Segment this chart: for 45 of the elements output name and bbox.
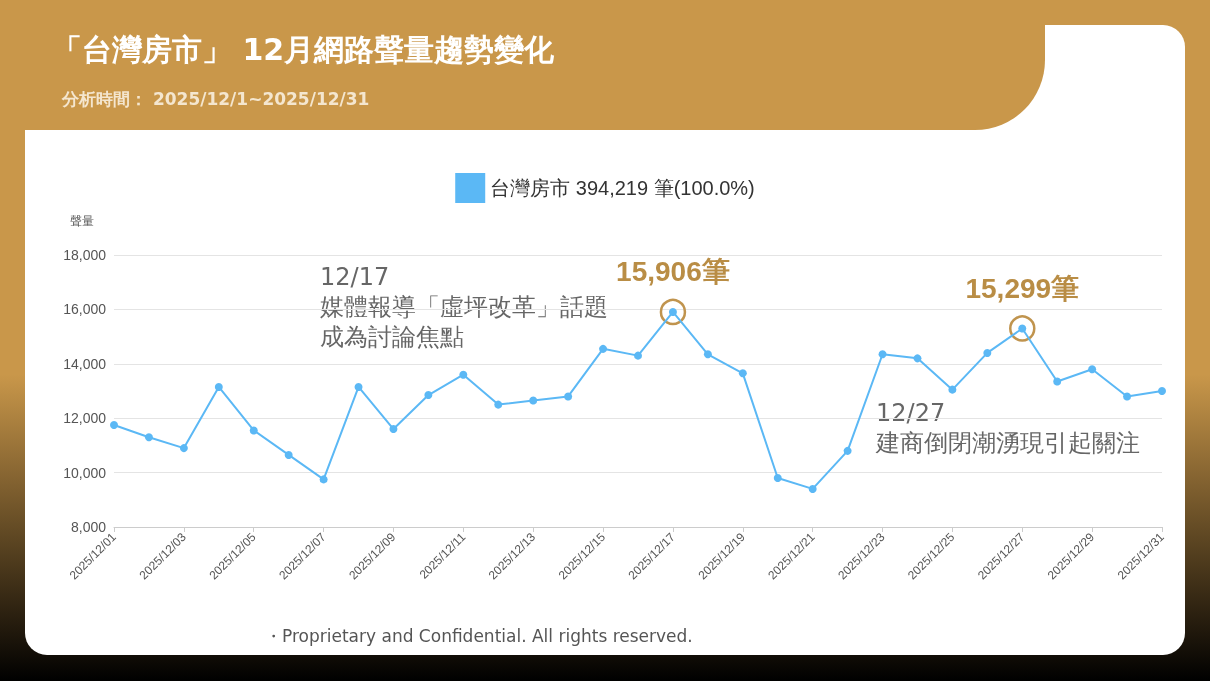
chart-title: 「台灣房市」 12月網路聲量趨勢變化 [52, 31, 555, 69]
point [354, 382, 363, 391]
point [948, 385, 957, 394]
point [913, 354, 922, 363]
y-tick-label: 8,000 [70, 519, 107, 535]
point [634, 351, 642, 360]
point [284, 450, 293, 459]
point [1123, 392, 1132, 401]
point [599, 344, 608, 353]
point [564, 392, 573, 401]
point [808, 484, 817, 493]
y-axis-title: 聲量 [70, 214, 94, 228]
point [424, 391, 433, 400]
point [843, 446, 852, 455]
data-label: 15,299筆 [965, 272, 1080, 304]
point [319, 475, 328, 484]
annotation: 12/17 [320, 263, 390, 291]
point [878, 350, 887, 359]
point [494, 400, 503, 409]
point [773, 474, 782, 483]
point [529, 396, 538, 405]
point [249, 426, 258, 435]
text: ・Proprietary and Confidential. All rights reserved. [265, 626, 693, 646]
annotation: 建商倒閉潮湧現引起關注 [875, 429, 1140, 457]
point [1088, 365, 1097, 374]
chart-subtitle: 分析時間： 2025/12/1~2025/12/31 [62, 88, 370, 111]
y-tick-label: 18,000 [63, 247, 107, 263]
point [389, 425, 398, 434]
point [1158, 387, 1166, 395]
legend-label: 台灣房市 394,219 筆(100.0%) [490, 177, 755, 199]
y-tick-label: 16,000 [63, 301, 107, 318]
point [179, 444, 188, 453]
annotation: 12/27 [876, 399, 946, 427]
point [983, 348, 992, 357]
point [738, 369, 747, 378]
data-label: 15,906筆 [616, 256, 730, 288]
y-tick-label: 10,000 [63, 464, 107, 481]
point [1053, 377, 1062, 386]
point [459, 370, 468, 379]
y-tick-label: 14,000 [63, 355, 107, 372]
point [214, 382, 223, 391]
point [110, 421, 118, 429]
y-tick-label: 12,000 [63, 410, 107, 427]
point [144, 433, 153, 442]
point [703, 350, 712, 359]
